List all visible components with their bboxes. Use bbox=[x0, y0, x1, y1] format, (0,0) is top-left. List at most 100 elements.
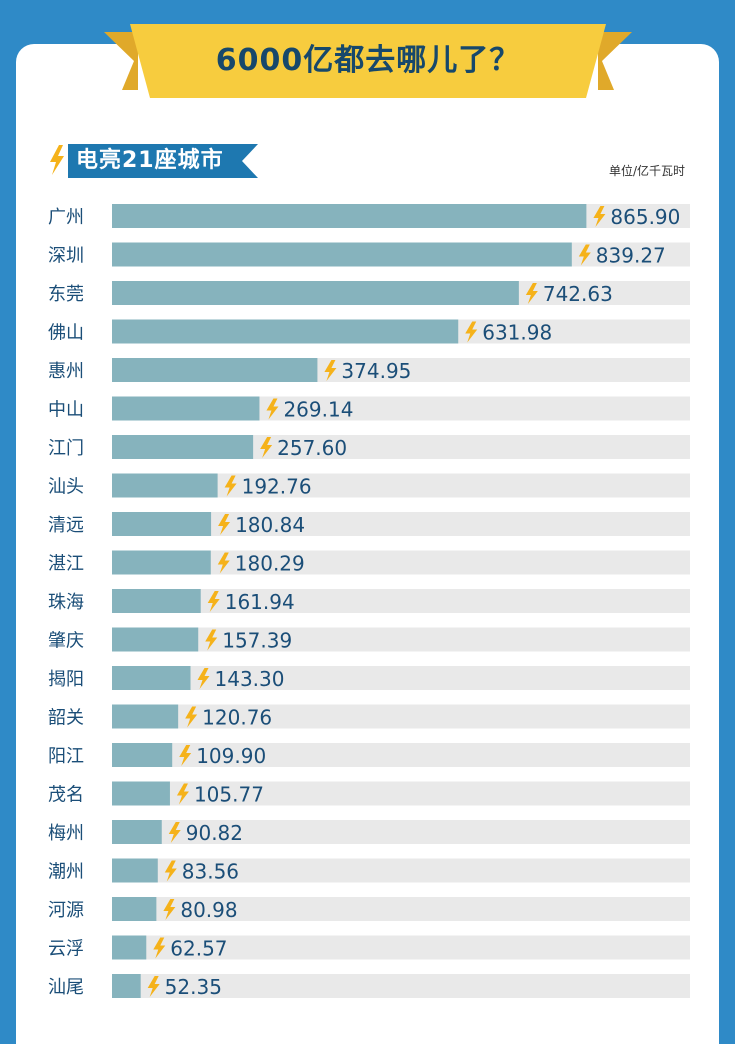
category-label: 肇庆 bbox=[48, 631, 84, 652]
value-label: 90.82 bbox=[186, 821, 243, 845]
bar bbox=[112, 358, 318, 382]
value-label: 109.90 bbox=[196, 744, 266, 768]
lightning-bolt-icon bbox=[179, 745, 192, 766]
lightning-bolt-icon bbox=[205, 629, 218, 651]
lightning-bolt-icon bbox=[266, 398, 279, 420]
category-label: 江门 bbox=[48, 438, 84, 459]
category-label: 湛江 bbox=[48, 554, 84, 575]
lightning-bolt-icon bbox=[153, 937, 166, 959]
value-label: 62.57 bbox=[170, 937, 227, 961]
bar bbox=[112, 897, 157, 921]
bar bbox=[112, 781, 170, 806]
category-label: 东莞 bbox=[48, 284, 84, 305]
category-label: 汕尾 bbox=[48, 977, 84, 998]
bar bbox=[112, 281, 519, 305]
lightning-bolt-icon bbox=[217, 552, 230, 574]
bar-track bbox=[112, 589, 690, 613]
chart-subtitle: 电亮21座城市 bbox=[76, 148, 224, 173]
lightning-bolt-icon bbox=[224, 475, 237, 497]
bar bbox=[112, 743, 173, 767]
lightning-bolt-icon bbox=[164, 860, 177, 882]
category-label: 韶关 bbox=[48, 708, 84, 729]
bar-track bbox=[112, 897, 690, 921]
bar-track bbox=[112, 974, 690, 998]
bar bbox=[112, 627, 199, 652]
bar-track bbox=[112, 627, 690, 652]
value-label: 192.76 bbox=[242, 475, 312, 499]
lightning-bolt-icon bbox=[185, 706, 198, 728]
value-label: 105.77 bbox=[194, 783, 264, 807]
value-label: 269.14 bbox=[283, 398, 353, 422]
lightning-bolt-icon bbox=[525, 283, 538, 304]
subtitle-tag: 电亮21座城市 bbox=[68, 144, 258, 178]
bar bbox=[112, 319, 459, 344]
category-label: 阳江 bbox=[48, 746, 84, 767]
value-label: 839.27 bbox=[596, 244, 666, 268]
bar bbox=[112, 935, 147, 960]
category-label: 清远 bbox=[48, 515, 84, 536]
bar-track bbox=[112, 666, 690, 690]
value-label: 83.56 bbox=[182, 860, 239, 884]
value-label: 157.39 bbox=[222, 629, 292, 653]
bar bbox=[112, 473, 218, 498]
category-label: 佛山 bbox=[48, 323, 84, 344]
lightning-bolt-icon bbox=[593, 206, 606, 227]
bar-track bbox=[112, 820, 690, 844]
bar bbox=[112, 820, 162, 844]
banner-shape bbox=[104, 24, 632, 98]
value-label: 143.30 bbox=[215, 667, 285, 691]
bar bbox=[112, 550, 211, 575]
lightning-bolt-icon bbox=[163, 899, 176, 920]
category-label: 惠州 bbox=[48, 361, 84, 382]
lightning-bolt-icon bbox=[218, 514, 231, 535]
category-label: 珠海 bbox=[48, 592, 84, 613]
bar-chart: 广州 865.90 深圳 839.27 东莞 742.63 佛山 631.98 惠州 374.95… bbox=[48, 204, 690, 999]
value-label: 742.63 bbox=[543, 282, 613, 306]
category-label: 广州 bbox=[48, 207, 84, 228]
lightning-bolt-icon bbox=[324, 360, 337, 381]
category-label: 茂名 bbox=[48, 785, 84, 806]
bar-track bbox=[112, 935, 690, 960]
bar-track bbox=[112, 781, 690, 806]
bar bbox=[112, 666, 191, 690]
bar bbox=[112, 974, 141, 998]
value-label: 120.76 bbox=[202, 706, 272, 730]
bar bbox=[112, 204, 587, 228]
category-label: 深圳 bbox=[48, 246, 84, 267]
lightning-bolt-icon bbox=[168, 822, 181, 843]
category-label: 潮州 bbox=[48, 862, 84, 883]
title-banner: 6000亿都去哪儿了？ bbox=[104, 24, 632, 98]
bar bbox=[112, 858, 158, 883]
lightning-bolt-icon bbox=[465, 321, 478, 343]
lightning-bolt-icon bbox=[578, 244, 591, 266]
value-label: 631.98 bbox=[482, 321, 552, 345]
bar bbox=[112, 435, 254, 459]
category-label: 云浮 bbox=[48, 939, 84, 960]
unit-label: 单位/亿千瓦时 bbox=[608, 164, 685, 178]
lightning-bolt-icon bbox=[176, 783, 189, 805]
bar bbox=[112, 512, 212, 536]
bar bbox=[112, 242, 572, 267]
value-label: 180.29 bbox=[235, 552, 305, 576]
category-label: 揭阳 bbox=[48, 669, 84, 690]
lightning-bolt-icon bbox=[147, 976, 160, 997]
value-label: 180.84 bbox=[235, 513, 305, 537]
bar bbox=[112, 589, 201, 613]
bar-track bbox=[112, 743, 690, 767]
lightning-bolt-icon bbox=[197, 668, 210, 689]
bar-track bbox=[112, 858, 690, 883]
category-label: 河源 bbox=[48, 900, 84, 921]
page-title: 6000亿都去哪儿了？ bbox=[215, 43, 521, 78]
bar-track bbox=[112, 704, 690, 729]
value-label: 374.95 bbox=[341, 359, 411, 383]
category-label: 中山 bbox=[48, 400, 84, 421]
value-label: 80.98 bbox=[180, 898, 237, 922]
lightning-bolt-icon bbox=[207, 591, 220, 612]
category-label: 汕头 bbox=[48, 477, 84, 498]
category-label: 梅州 bbox=[48, 823, 84, 844]
value-label: 52.35 bbox=[165, 975, 222, 999]
value-label: 865.90 bbox=[610, 205, 680, 229]
bar bbox=[112, 704, 179, 729]
value-label: 257.60 bbox=[277, 436, 347, 460]
bar bbox=[112, 396, 260, 421]
